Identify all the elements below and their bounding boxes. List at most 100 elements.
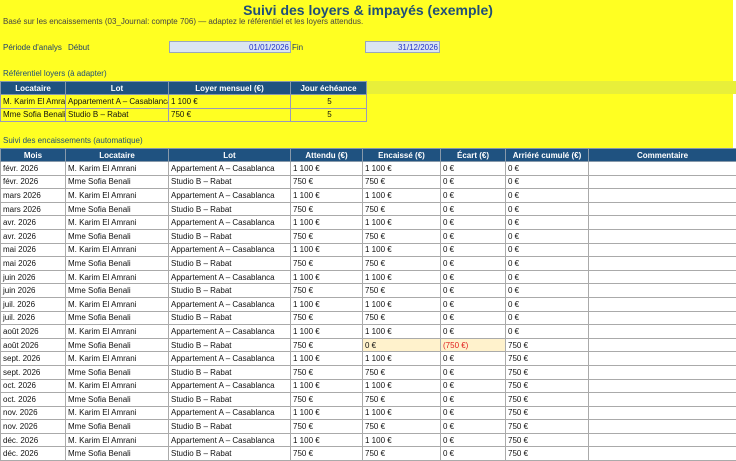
table-cell[interactable]: 750 € — [291, 338, 363, 352]
table-cell[interactable]: déc. 2026 — [1, 447, 66, 461]
table-cell[interactable] — [589, 284, 736, 298]
table-cell[interactable]: 750 € — [506, 379, 589, 393]
table-cell[interactable]: 0 € — [441, 284, 506, 298]
table-cell[interactable]: 0 € — [441, 447, 506, 461]
table-cell[interactable]: Studio B – Rabat — [169, 365, 291, 379]
table-cell[interactable]: 0 € — [506, 175, 589, 189]
table-cell[interactable]: 750 € — [291, 175, 363, 189]
table-cell[interactable]: 0 € — [506, 243, 589, 257]
table-cell[interactable] — [589, 189, 736, 203]
table-cell[interactable]: 0 € — [441, 189, 506, 203]
column-header[interactable]: Mois — [1, 149, 66, 162]
table-cell[interactable]: (750 €) — [441, 338, 506, 352]
table-cell[interactable] — [589, 325, 736, 339]
table-cell[interactable]: Mme Sofia Benali — [66, 175, 169, 189]
table-cell[interactable]: 0 € — [441, 311, 506, 325]
table-cell[interactable]: 1 100 € — [291, 189, 363, 203]
table-cell[interactable]: 750 € — [506, 406, 589, 420]
table-cell[interactable] — [589, 257, 736, 271]
table-cell[interactable]: 0 € — [506, 202, 589, 216]
column-header[interactable]: Loyer mensuel (€) — [169, 82, 291, 95]
table-cell[interactable]: M. Karim El Amrani — [66, 162, 169, 176]
table-cell[interactable]: 0 € — [506, 325, 589, 339]
table-cell[interactable]: 0 € — [441, 243, 506, 257]
table-cell[interactable] — [589, 243, 736, 257]
table-cell[interactable]: 750 € — [363, 175, 441, 189]
table-cell[interactable]: Studio B – Rabat — [169, 447, 291, 461]
table-cell[interactable]: 750 € — [363, 284, 441, 298]
table-cell[interactable]: 750 € — [506, 433, 589, 447]
table-cell[interactable]: 1 100 € — [291, 406, 363, 420]
table-cell[interactable]: Appartement A – Casablanca — [169, 379, 291, 393]
table-cell[interactable]: oct. 2026 — [1, 393, 66, 407]
table-cell[interactable]: Studio B – Rabat — [169, 284, 291, 298]
table-cell[interactable]: 750 € — [291, 365, 363, 379]
table-cell[interactable]: sept. 2026 — [1, 352, 66, 366]
table-cell[interactable]: 1 100 € — [363, 325, 441, 339]
table-cell[interactable] — [589, 175, 736, 189]
table-cell[interactable] — [589, 162, 736, 176]
table-cell[interactable]: M. Karim El Amrani — [66, 270, 169, 284]
table-cell[interactable]: Appartement A – Casablanca — [169, 297, 291, 311]
table-cell[interactable]: sept. 2026 — [1, 365, 66, 379]
table-cell[interactable] — [589, 311, 736, 325]
table-cell[interactable]: 5 — [291, 95, 367, 109]
table-cell[interactable]: Appartement A – Casablanca — [169, 189, 291, 203]
table-cell[interactable] — [589, 406, 736, 420]
table-cell[interactable]: Studio B – Rabat — [169, 175, 291, 189]
table-cell[interactable]: M. Karim El Amrani — [66, 325, 169, 339]
table-cell[interactable]: M. Karim El Amrani — [66, 189, 169, 203]
table-cell[interactable]: mars 2026 — [1, 202, 66, 216]
table-cell[interactable]: 0 € — [441, 216, 506, 230]
table-cell[interactable]: 1 100 € — [363, 379, 441, 393]
table-cell[interactable]: Mme Sofia Benali — [66, 311, 169, 325]
table-cell[interactable]: 1 100 € — [363, 216, 441, 230]
table-cell[interactable]: nov. 2026 — [1, 420, 66, 434]
table-cell[interactable]: M. Karim El Amrani — [1, 95, 66, 109]
table-cell[interactable]: Appartement A – Casablanca — [169, 406, 291, 420]
table-cell[interactable] — [589, 270, 736, 284]
table-cell[interactable]: oct. 2026 — [1, 379, 66, 393]
table-cell[interactable]: 1 100 € — [291, 270, 363, 284]
table-cell[interactable]: 0 € — [441, 433, 506, 447]
table-cell[interactable]: Studio B – Rabat — [169, 420, 291, 434]
table-cell[interactable]: 1 100 € — [363, 352, 441, 366]
table-cell[interactable]: Studio B – Rabat — [169, 257, 291, 271]
table-cell[interactable]: Appartement A – Casablanca — [169, 216, 291, 230]
table-cell[interactable]: Mme Sofia Benali — [1, 108, 66, 122]
table-cell[interactable]: Mme Sofia Benali — [66, 365, 169, 379]
column-header[interactable]: Locataire — [66, 149, 169, 162]
column-header[interactable]: Attendu (€) — [291, 149, 363, 162]
column-header[interactable]: Lot — [169, 149, 291, 162]
table-cell[interactable]: 750 € — [506, 352, 589, 366]
table-cell[interactable]: mars 2026 — [1, 189, 66, 203]
table-cell[interactable] — [589, 379, 736, 393]
table-cell[interactable]: févr. 2026 — [1, 175, 66, 189]
table-cell[interactable]: 750 € — [363, 311, 441, 325]
column-header[interactable]: Jour échéance — [291, 82, 367, 95]
table-cell[interactable]: Appartement A – Casablanca — [66, 95, 169, 109]
table-cell[interactable]: 0 € — [506, 216, 589, 230]
table-cell[interactable]: 1 100 € — [169, 95, 291, 109]
table-cell[interactable]: Appartement A – Casablanca — [169, 433, 291, 447]
table-cell[interactable]: Appartement A – Casablanca — [169, 162, 291, 176]
table-cell[interactable]: 0 € — [441, 365, 506, 379]
table-cell[interactable] — [589, 393, 736, 407]
table-cell[interactable]: déc. 2026 — [1, 433, 66, 447]
table-cell[interactable]: 750 € — [291, 284, 363, 298]
table-cell[interactable]: 0 € — [441, 297, 506, 311]
table-cell[interactable]: 1 100 € — [291, 325, 363, 339]
table-cell[interactable]: 1 100 € — [291, 243, 363, 257]
table-cell[interactable]: août 2026 — [1, 338, 66, 352]
table-cell[interactable]: Appartement A – Casablanca — [169, 352, 291, 366]
table-cell[interactable]: 0 € — [506, 284, 589, 298]
table-cell[interactable]: 1 100 € — [363, 162, 441, 176]
table-cell[interactable] — [589, 365, 736, 379]
table-cell[interactable]: 0 € — [441, 202, 506, 216]
table-cell[interactable]: 750 € — [506, 393, 589, 407]
table-cell[interactable]: 0 € — [506, 297, 589, 311]
table-cell[interactable]: nov. 2026 — [1, 406, 66, 420]
table-cell[interactable] — [589, 216, 736, 230]
table-cell[interactable]: M. Karim El Amrani — [66, 433, 169, 447]
table-cell[interactable]: 0 € — [506, 311, 589, 325]
